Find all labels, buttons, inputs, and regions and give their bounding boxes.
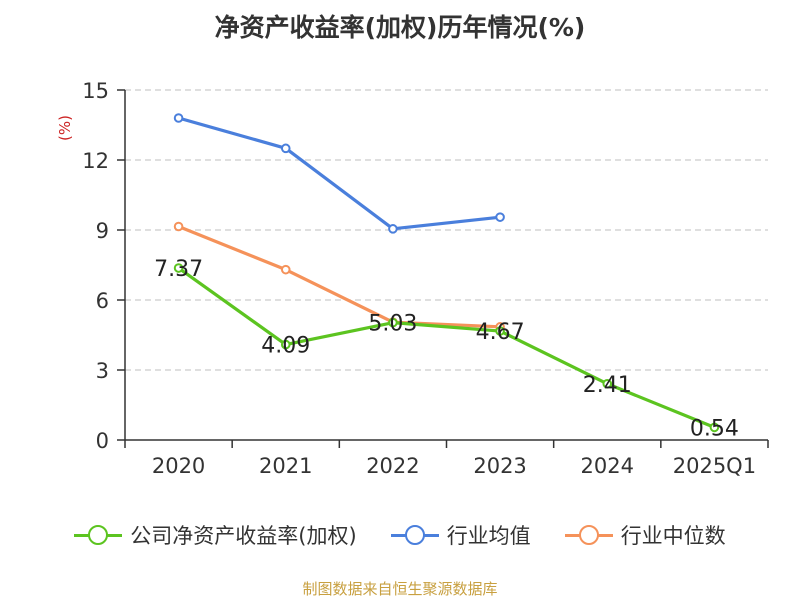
legend-label-industry-median: 行业中位数 xyxy=(620,524,726,548)
x-tick-label-2020: 2020 xyxy=(152,454,205,478)
y-axis-label: (%) xyxy=(56,115,74,141)
series-1-point-2023 xyxy=(495,212,505,222)
x-tick-label-2021: 2021 xyxy=(259,454,312,478)
legend-label-company: 公司净资产收益率(加权) xyxy=(130,524,357,548)
series-2-point-2021 xyxy=(280,264,291,275)
series-line-2 xyxy=(177,225,501,329)
series-0-point-2020 xyxy=(173,263,184,273)
data-label-2025Q1: 0.54 xyxy=(690,416,739,441)
legend-item-industry-mean[interactable]: 行业均值 xyxy=(390,520,531,550)
y-tick-label-0: 0 xyxy=(96,429,109,453)
series-line-0 xyxy=(177,266,716,429)
y-tick-label-9: 9 xyxy=(96,219,109,243)
series-0-point-2022 xyxy=(388,317,398,328)
data-label-2020: 7.37 xyxy=(154,257,203,282)
data-label-2023: 4.67 xyxy=(476,320,525,345)
series-0-point-2021 xyxy=(280,339,291,350)
x-tick-label-2025Q1: 2025Q1 xyxy=(673,454,756,478)
series-0-point-2023 xyxy=(495,326,505,336)
legend: 公司净资产收益率(加权) 行业均值 行业中位数 xyxy=(0,520,800,550)
legend-swatch-industry-mean xyxy=(390,524,439,546)
label-layer: 7.37 4.09 5.03 4.67 2.41 0.54 xyxy=(154,257,739,441)
legend-item-industry-median[interactable]: 行业中位数 xyxy=(564,520,726,550)
series-1-point-2022 xyxy=(388,224,398,234)
legend-swatch-company xyxy=(74,524,123,546)
legend-item-company[interactable]: 公司净资产收益率(加权) xyxy=(74,520,357,550)
series-line-1 xyxy=(178,116,501,231)
data-label-2024: 2.41 xyxy=(583,373,632,398)
y-tick-label-15: 15 xyxy=(82,79,109,103)
data-label-2021: 4.09 xyxy=(261,334,310,359)
y-tick-label-12: 12 xyxy=(82,149,109,173)
x-tick-label-2023: 2023 xyxy=(473,454,526,478)
chart-title: 净资产收益率(加权)历年情况(%) xyxy=(214,13,586,42)
series-0-point-2025Q1 xyxy=(709,422,720,433)
y-tick-label-6: 6 xyxy=(96,289,109,313)
y-tick-label-3: 3 xyxy=(96,359,109,383)
x-tick-label-2022: 2022 xyxy=(366,454,419,478)
data-label-2022: 5.03 xyxy=(368,312,417,337)
legend-swatch-industry-median xyxy=(564,524,613,546)
legend-label-industry-mean: 行业均值 xyxy=(446,524,531,548)
axis-layer: 0 3 6 9 12 15 2020 2021 2022 2023 2024 2025Q1 (%) xyxy=(56,79,769,478)
series-layer xyxy=(173,113,720,433)
series-0-point-2024 xyxy=(602,378,613,389)
grid-layer xyxy=(125,89,768,371)
series-1-point-2021 xyxy=(280,143,291,154)
series-2-point-2020 xyxy=(173,221,184,232)
series-1-point-2020 xyxy=(173,113,184,123)
x-tick-label-2024: 2024 xyxy=(581,454,634,478)
source-note: 制图数据来自恒生聚源数据库 xyxy=(302,580,498,598)
